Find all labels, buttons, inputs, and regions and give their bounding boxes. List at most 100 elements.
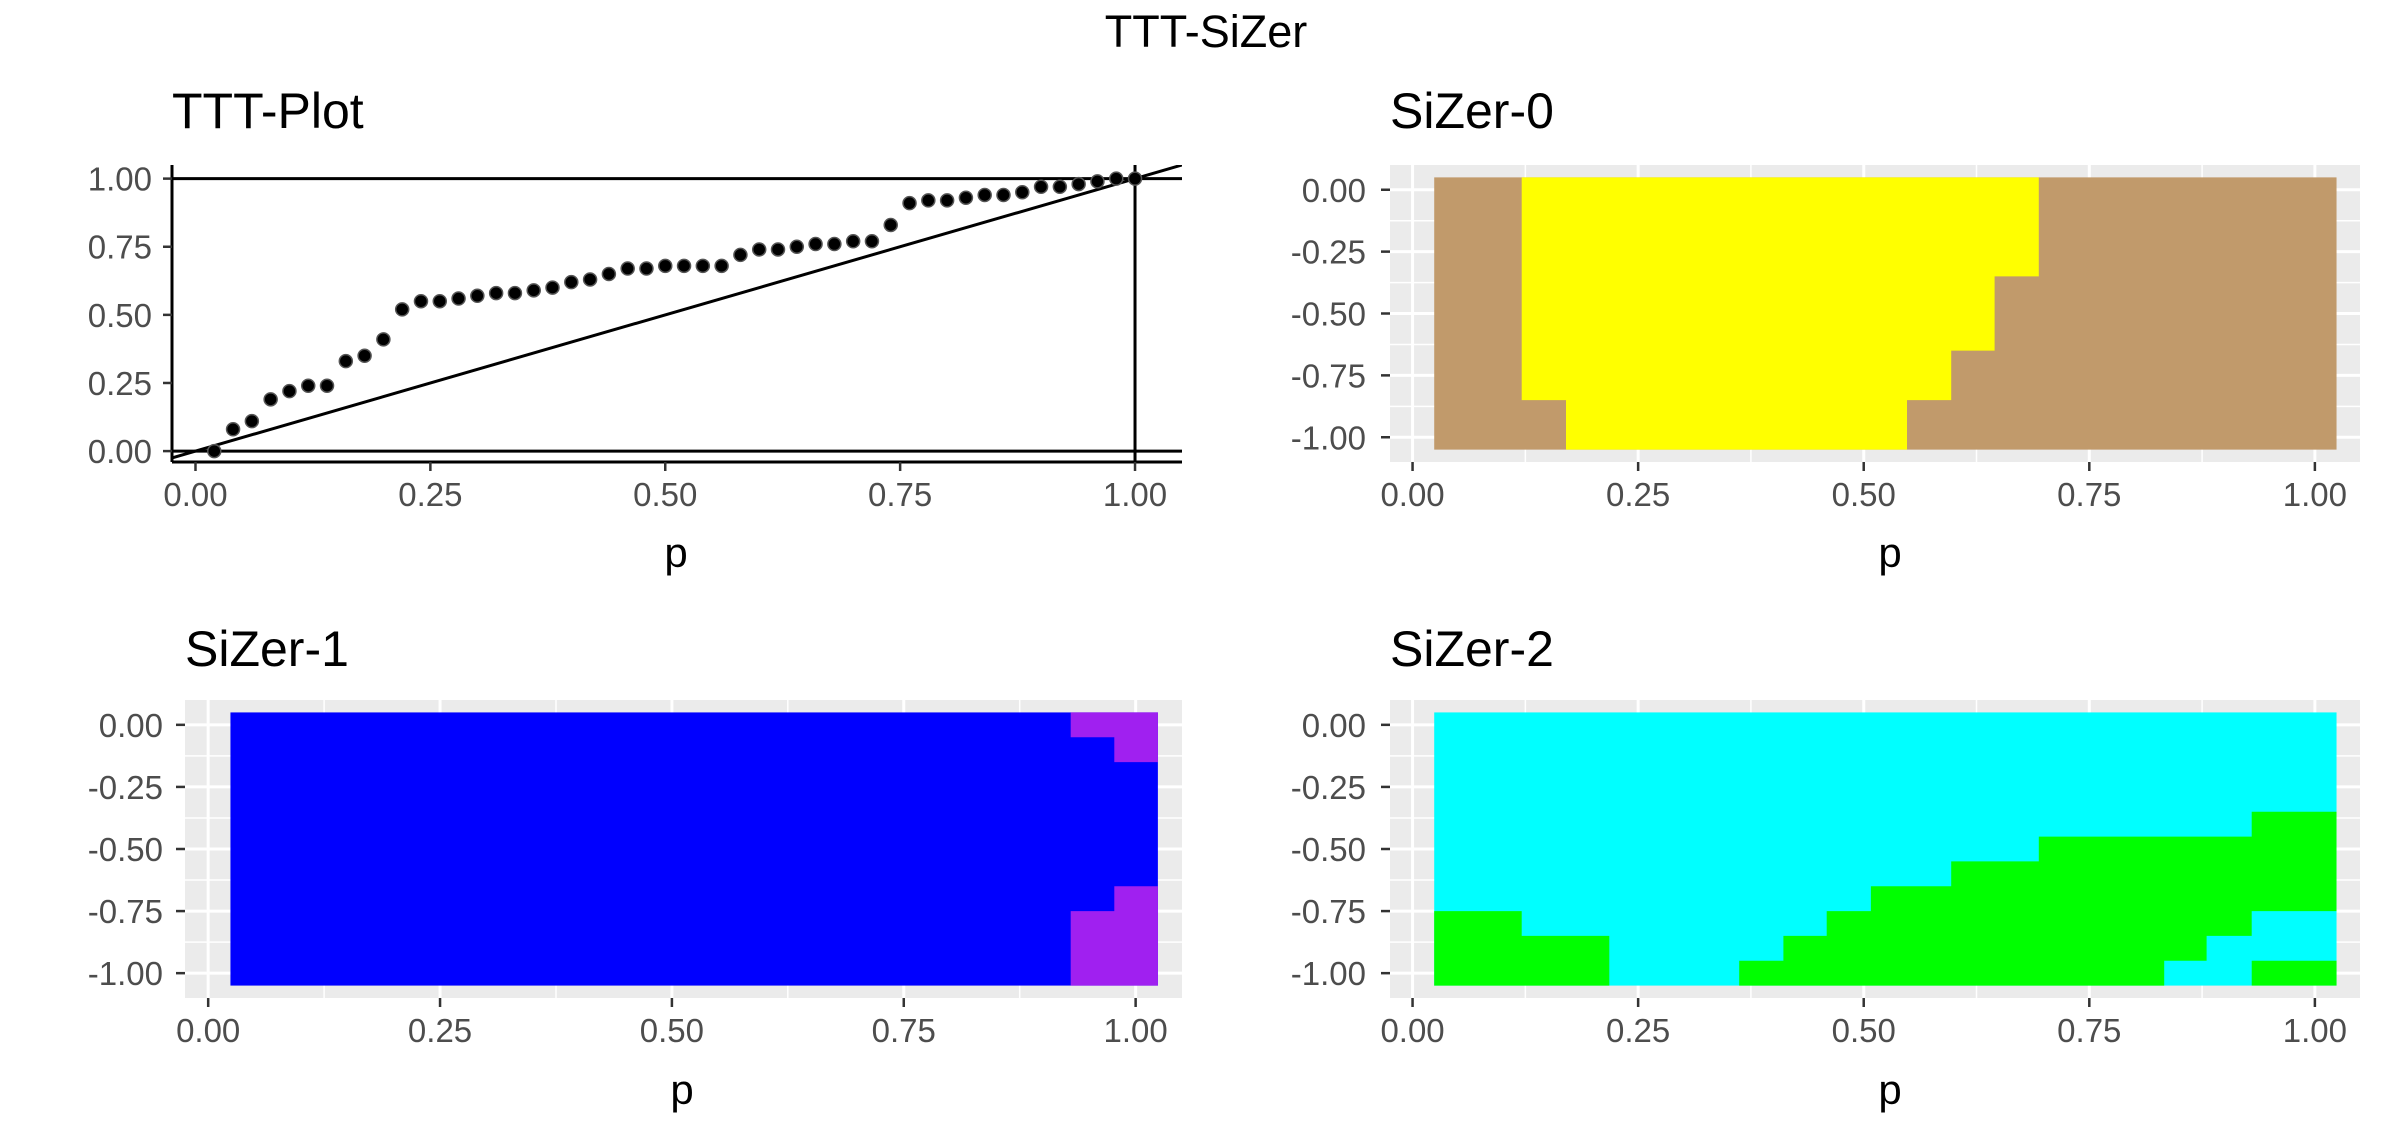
data-point bbox=[864, 234, 880, 249]
y-tick-label: -0.75 bbox=[1291, 357, 1366, 394]
x-tick-label: 0.50 bbox=[1832, 1012, 1896, 1049]
data-point bbox=[564, 274, 579, 290]
x-tick-label: 0.25 bbox=[1606, 476, 1670, 513]
data-point bbox=[1127, 171, 1143, 186]
sizer-region bbox=[2251, 960, 2337, 986]
y-tick-label: 0.50 bbox=[88, 297, 152, 334]
data-point bbox=[263, 392, 278, 407]
data-point bbox=[470, 288, 485, 304]
x-tick-label: 0.75 bbox=[868, 476, 932, 513]
y-tick-label: 0.00 bbox=[1302, 172, 1366, 209]
x-tick-label: 0.50 bbox=[640, 1012, 704, 1049]
sizer-2-area: 0.00 0.25 0.50 0.75 1.00 0.00 -0.25 -0.50 -0.75 -… bbox=[1291, 700, 2360, 1049]
x-tick-label: 0.50 bbox=[1832, 476, 1896, 513]
sizer-1-title: SiZer-1 bbox=[185, 621, 349, 677]
data-point bbox=[319, 378, 335, 393]
data-point bbox=[545, 280, 560, 295]
ttt-plot-area: 0.00 0.25 0.50 0.75 1.00 0.00 0.25 0.50 0.75 1.00 bbox=[88, 161, 1182, 513]
y-tick-label: -0.25 bbox=[88, 769, 163, 806]
data-point bbox=[658, 258, 673, 274]
data-point bbox=[507, 285, 523, 301]
ttt-plot-title: TTT-Plot bbox=[172, 83, 364, 139]
y-tick-label: -0.50 bbox=[88, 831, 163, 868]
panel-ttt-plot: TTT-Plot p 0.00 0.25 0.50 0.75 1.000.000.250… bbox=[88, 83, 1182, 576]
y-tick-label: -0.50 bbox=[1291, 831, 1366, 868]
x-tick-label: 0.75 bbox=[872, 1012, 936, 1049]
sizer-region bbox=[1521, 177, 2039, 450]
data-point bbox=[582, 272, 598, 287]
data-point bbox=[827, 236, 842, 252]
data-point bbox=[1033, 179, 1049, 195]
data-point bbox=[845, 234, 861, 249]
data-point bbox=[376, 332, 391, 347]
data-point bbox=[770, 242, 786, 257]
data-point bbox=[413, 293, 429, 309]
x-tick-label: 0.50 bbox=[633, 476, 697, 513]
data-point bbox=[244, 413, 260, 429]
y-tick-label: 1.00 bbox=[88, 161, 152, 198]
x-tick-label: 0.00 bbox=[163, 476, 227, 513]
data-point bbox=[921, 193, 936, 208]
data-point bbox=[1090, 174, 1105, 189]
x-tick-label: 0.00 bbox=[1380, 476, 1444, 513]
x-tick-label: 1.00 bbox=[2283, 1012, 2347, 1049]
data-point bbox=[432, 293, 448, 309]
y-tick-label: -0.25 bbox=[1291, 234, 1366, 271]
data-point bbox=[451, 291, 466, 306]
sizer-2-xlabel: p bbox=[1878, 1066, 1901, 1113]
y-tick-label: 0.00 bbox=[1302, 707, 1366, 744]
data-point bbox=[939, 193, 955, 208]
sizer-region bbox=[1070, 712, 1158, 763]
y-tick-label: -0.25 bbox=[1291, 769, 1366, 806]
data-point bbox=[733, 247, 748, 263]
data-point bbox=[338, 353, 354, 369]
panel-sizer-1: SiZer-1 p 0.00 0.25 0.50 0.75 1.00 0.00 -0.25 -… bbox=[88, 621, 1182, 1113]
data-point bbox=[526, 283, 541, 298]
sizer-1-area: 0.00 0.25 0.50 0.75 1.00 0.00 -0.25 -0.50 -0.75 -… bbox=[88, 700, 1182, 1049]
data-point bbox=[977, 187, 992, 203]
data-point bbox=[1108, 171, 1124, 186]
sizer-region bbox=[230, 712, 1158, 986]
reference-lines bbox=[172, 165, 1182, 462]
data-point bbox=[488, 285, 504, 301]
sizer-1-xlabel: p bbox=[670, 1066, 693, 1113]
x-tick-label: 0.75 bbox=[2057, 1012, 2121, 1049]
x-tick-label: 0.25 bbox=[1606, 1012, 1670, 1049]
data-point bbox=[394, 302, 410, 317]
sizer-0-area: 0.00 0.25 0.50 0.75 1.00 0.00 -0.25 -0.50 -0.75 -… bbox=[1291, 165, 2360, 513]
data-point bbox=[883, 217, 898, 233]
x-tick-label: 1.00 bbox=[2283, 476, 2347, 513]
y-tick-label: -1.00 bbox=[88, 955, 163, 992]
x-tick-label: 0.25 bbox=[408, 1012, 472, 1049]
sizer-0-xlabel: p bbox=[1878, 529, 1901, 576]
data-point bbox=[601, 266, 617, 282]
data-point bbox=[676, 258, 692, 274]
y-tick-label: -0.75 bbox=[1291, 893, 1366, 930]
data-point bbox=[639, 261, 654, 276]
y-tick-label: -1.00 bbox=[1291, 419, 1366, 456]
x-tick-label: 0.00 bbox=[176, 1012, 240, 1049]
y-tick-label: 0.25 bbox=[88, 365, 152, 402]
figure-title: TTT-SiZer bbox=[1105, 6, 1307, 57]
sizer-0-title: SiZer-0 bbox=[1390, 83, 1554, 139]
x-tick-label: 0.25 bbox=[398, 476, 462, 513]
data-point bbox=[958, 190, 974, 205]
y-tick-label: -1.00 bbox=[1291, 955, 1366, 992]
data-point bbox=[695, 258, 711, 274]
sizer-region bbox=[1434, 911, 1610, 986]
y-tick-label: -0.75 bbox=[88, 893, 163, 930]
data-point bbox=[1052, 179, 1068, 195]
data-point bbox=[357, 348, 372, 363]
data-point bbox=[225, 422, 241, 437]
sizer-region bbox=[1739, 811, 2337, 986]
data-point bbox=[996, 187, 1011, 203]
sizer-2-title: SiZer-2 bbox=[1390, 621, 1554, 677]
data-point bbox=[620, 261, 635, 276]
y-tick-label: 0.00 bbox=[88, 433, 152, 470]
y-tick-label: -0.50 bbox=[1291, 296, 1366, 333]
x-tick-label: 0.75 bbox=[2057, 476, 2121, 513]
y-tick-label: 0.75 bbox=[88, 229, 152, 266]
x-tick-label: 1.00 bbox=[1104, 1012, 1168, 1049]
y-tick-label: 0.00 bbox=[99, 707, 163, 744]
